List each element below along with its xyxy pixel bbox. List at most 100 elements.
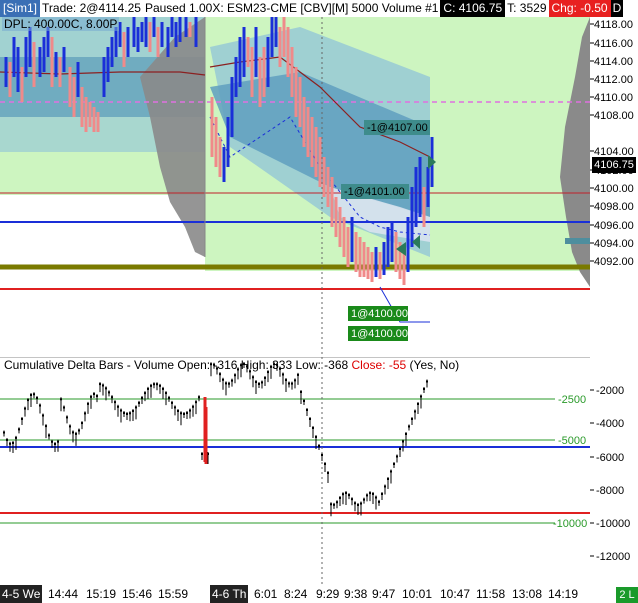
delta-axis: -2000 -4000 -6000 -8000 -10000 -12000 <box>590 385 630 563</box>
time-axis: 4-5 We 14:44 15:19 15:46 15:59 4-6 Th 6:01 8:24… <box>0 585 638 603</box>
candle <box>410 187 414 247</box>
candle <box>16 47 20 92</box>
candle <box>132 17 136 47</box>
profile-poc-marker <box>565 238 590 244</box>
order-label-2[interactable]: -1@4101.00 <box>344 186 405 198</box>
candle <box>402 247 406 285</box>
order-label-3[interactable]: 1@4100.00 <box>351 308 408 320</box>
price-label: 4112.00 <box>594 74 633 86</box>
candle <box>318 137 322 187</box>
time-label: 8:24 <box>284 587 308 601</box>
candle <box>46 27 50 57</box>
delta-title-suffix: (Yes, No) <box>406 358 460 372</box>
candle <box>342 217 346 257</box>
candle <box>354 232 358 272</box>
candle <box>226 117 230 167</box>
candle <box>42 37 46 72</box>
candle <box>160 22 164 47</box>
candle <box>242 27 246 77</box>
price-label: 4108.00 <box>594 110 634 122</box>
candle <box>188 22 192 37</box>
footer-2l-badge[interactable]: 2 L <box>616 587 638 603</box>
time-label: 14:19 <box>548 587 579 601</box>
order-label-1[interactable]: -1@4107.00 <box>367 122 428 134</box>
time-label: 11:58 <box>476 587 506 601</box>
candle <box>92 107 96 132</box>
price-axis-bg <box>590 17 638 357</box>
volume-profile-right <box>560 17 590 287</box>
candle <box>106 47 110 82</box>
candle <box>230 77 234 137</box>
delta-axis-label: -2000 <box>596 385 624 397</box>
delta-title-prefix: Cumulative Delta Bars - Volume Open: -31… <box>4 358 352 372</box>
close-price-badge: C: 4106.75 <box>440 0 506 17</box>
candle <box>390 222 394 262</box>
order-label-4[interactable]: 1@4100.00 <box>351 328 408 340</box>
candle <box>310 117 314 167</box>
candle <box>414 167 418 227</box>
candle <box>58 57 62 87</box>
candle <box>72 77 76 117</box>
candle <box>84 97 88 132</box>
candle <box>214 117 218 167</box>
level-label-5000: -5000 <box>558 435 586 447</box>
account-badge[interactable]: [Sim1] <box>0 0 41 17</box>
order-box-4 <box>348 326 408 341</box>
candle <box>334 197 338 237</box>
price-label: 4096.00 <box>594 220 634 232</box>
candle <box>122 32 126 67</box>
candle <box>298 77 302 127</box>
change-badge: Chg: -0.50 <box>548 0 611 17</box>
candle <box>246 37 250 67</box>
candle <box>178 17 182 42</box>
candle <box>382 242 386 275</box>
candle <box>166 27 170 57</box>
price-label: 4104.00 <box>594 146 634 158</box>
candle <box>32 42 36 87</box>
delta-bars <box>3 362 428 517</box>
candle <box>140 22 144 42</box>
candle <box>234 57 238 97</box>
delta-axis-label: -6000 <box>596 452 624 464</box>
time-label: 9:47 <box>372 587 396 601</box>
delta-axis-label: -8000 <box>596 485 624 497</box>
instrument-status: Paused 1.00X: ESM23-CME [CBV][M] 5000 Vo… <box>144 1 439 15</box>
chart-title-bar: [Sim1] Trade: 2@4114.25 Paused 1.00X: ESM2… <box>0 0 638 17</box>
volume-profile-left <box>140 17 205 257</box>
order-box-2 <box>341 184 409 199</box>
candle <box>330 177 334 227</box>
candle <box>24 37 28 77</box>
time-label: 6:01 <box>254 587 278 601</box>
candle <box>184 17 188 37</box>
candle <box>88 102 92 127</box>
candle <box>96 112 100 132</box>
candle <box>274 17 278 47</box>
candle <box>12 37 16 77</box>
current-price-badge: 4106.75 <box>592 157 636 173</box>
time-label: 15:59 <box>158 587 189 601</box>
delta-close: Close: -55 <box>351 358 407 372</box>
candle <box>422 187 426 227</box>
candle <box>118 22 122 47</box>
price-chart[interactable]: -1@4107.00 -1@4101.00 1@4100.00 1@4100.0… <box>0 17 638 357</box>
delta-panel-bg <box>0 357 590 585</box>
delta-indicator-title: Cumulative Delta Bars - Volume Open: -31… <box>4 358 459 372</box>
candle <box>50 37 54 87</box>
candle <box>370 252 374 282</box>
level-label-2500: -2500 <box>558 394 586 406</box>
order-box-1 <box>364 120 430 135</box>
time-label: 10:47 <box>440 587 471 601</box>
tick-count: T: 3529 <box>507 1 547 15</box>
candle <box>350 217 354 262</box>
price-label: 4110.00 <box>594 92 633 104</box>
band-right-light <box>330 187 430 242</box>
candle <box>102 57 106 97</box>
cumulative-delta-panel[interactable]: -2500 -5000 -10000 -2000-4000-6000-8000-… <box>0 357 638 585</box>
delta-axis-label: -4000 <box>596 418 624 430</box>
time-label: 13:08 <box>512 587 543 601</box>
time-label: 14:44 <box>48 587 79 601</box>
time-label: 15:19 <box>86 587 117 601</box>
candle <box>238 37 242 87</box>
candle <box>254 27 258 77</box>
trade-marker-buy-2 <box>412 235 420 249</box>
